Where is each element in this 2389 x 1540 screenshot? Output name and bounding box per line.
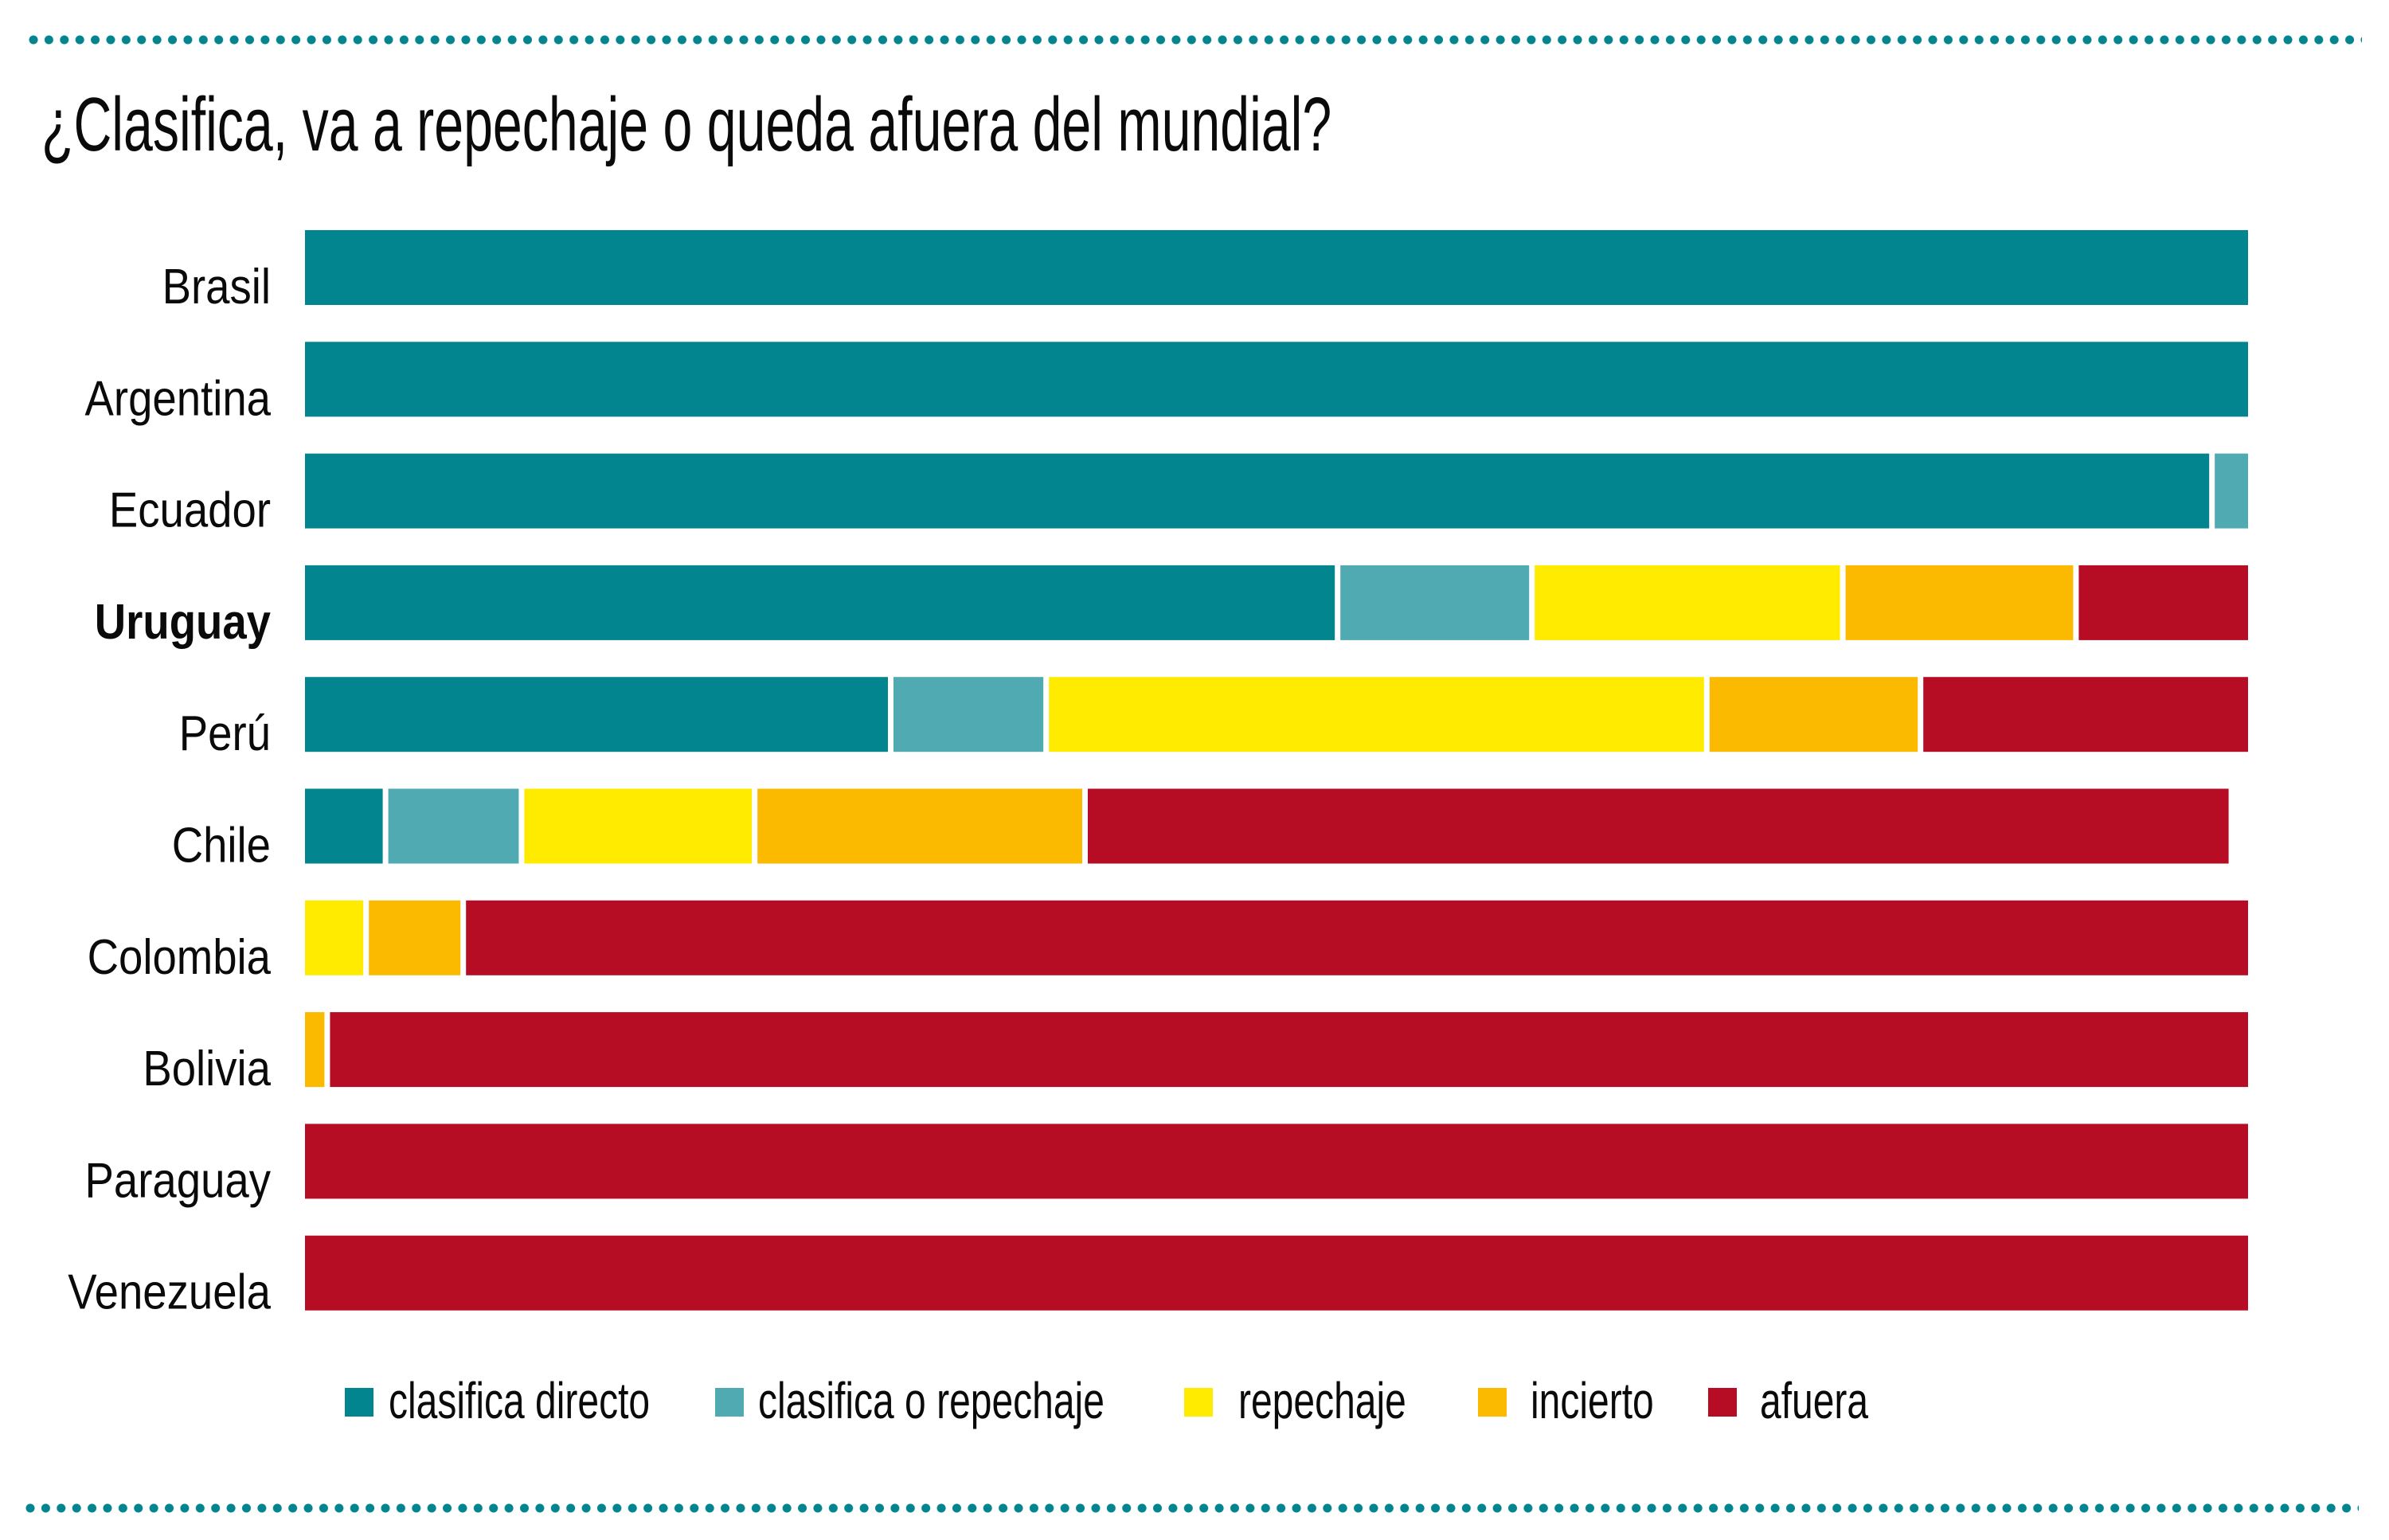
bar-segment-clasifica-directo: [305, 565, 1335, 640]
bar-segment-afuera: [1923, 677, 2248, 752]
category-label: Colombia: [88, 930, 272, 985]
bar-segment-incierto: [1845, 565, 2074, 640]
bar-segment-incierto: [305, 1012, 325, 1088]
bar-segment-repechaje: [1049, 677, 1704, 752]
category-label: Argentina: [85, 371, 272, 426]
bar-segment-clasifica-directo: [305, 788, 383, 864]
legend-label: clasifica directo: [389, 1372, 651, 1429]
bar-segment-clasifica-o-repechaje: [893, 677, 1044, 752]
category-label: Chile: [172, 818, 271, 873]
bar-segment-clasifica-directo: [305, 230, 2248, 305]
category-label: Venezuela: [68, 1264, 271, 1319]
legend-label: incierto: [1531, 1372, 1654, 1429]
legend-swatch: [1478, 1388, 1507, 1417]
legend-swatch: [715, 1388, 744, 1417]
chart-title: ¿Clasifica, va a repechaje o queda afuer…: [41, 82, 1332, 167]
bars: [305, 230, 2249, 1311]
category-labels: Brasil Argentina Ecuador Uruguay Perú Chile Co…: [68, 260, 272, 1320]
bar-segment-afuera: [330, 1012, 2249, 1088]
legend-label: afuera: [1760, 1372, 1869, 1429]
bar-segment-afuera: [305, 1235, 2248, 1311]
bar-segment-afuera: [305, 1124, 2248, 1199]
bar-segment-clasifica-o-repechaje: [2215, 453, 2248, 529]
bar-segment-incierto: [757, 788, 1082, 864]
category-label: Bolivia: [143, 1042, 271, 1096]
category-label: Perú: [179, 706, 271, 761]
bar-segment-clasifica-o-repechaje: [1340, 565, 1530, 640]
bar-segment-repechaje: [524, 788, 753, 864]
legend-swatch: [1708, 1388, 1737, 1417]
category-label: Paraguay: [85, 1153, 272, 1208]
bar-segment-afuera: [1088, 788, 2229, 864]
category-label: Ecuador: [109, 483, 271, 537]
category-label: Brasil: [162, 260, 271, 315]
bottom-dotted-divider: [25, 1503, 2359, 1513]
top-dotted-divider: [29, 35, 2362, 45]
bar-segment-repechaje: [305, 900, 364, 975]
bar-segment-afuera: [466, 900, 2249, 975]
legend-swatch: [1184, 1388, 1213, 1417]
bar-segment-clasifica-o-repechaje: [388, 788, 519, 864]
legend-label: repechaje: [1238, 1372, 1406, 1429]
bar-segment-incierto: [369, 900, 461, 975]
bar-segment-incierto: [1709, 677, 1918, 752]
bar-segment-clasifica-directo: [305, 453, 2210, 529]
bar-segment-afuera: [2078, 565, 2248, 640]
legend-label: clasifica o repechaje: [758, 1372, 1105, 1429]
legend-swatch: [345, 1388, 373, 1417]
bar-segment-repechaje: [1535, 565, 1840, 640]
bar-segment-clasifica-directo: [305, 342, 2248, 417]
category-label: Uruguay: [95, 595, 272, 650]
bar-segment-clasifica-directo: [305, 677, 888, 752]
